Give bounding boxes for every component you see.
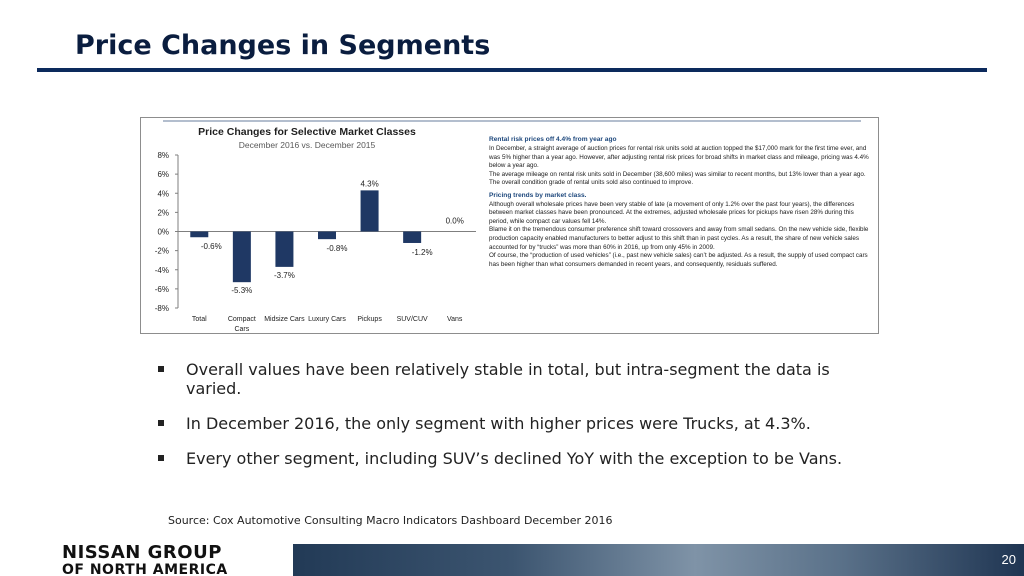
data-label: -5.3% [231, 286, 252, 295]
bullet-item: In December 2016, the only segment with … [158, 414, 868, 433]
x-tick-label: Midsize Cars [264, 316, 305, 323]
commentary-heading-pricing: Pricing trends by market class. [489, 191, 587, 199]
source-note: Source: Cox Automotive Consulting Macro … [168, 514, 613, 527]
commentary-paragraph: Although overall wholesale prices have b… [489, 200, 855, 225]
bullet-text: Overall values have been relatively stab… [186, 360, 830, 398]
bar-pickups [360, 190, 379, 232]
y-tick-label: 8% [157, 151, 169, 160]
bullet-text: In December 2016, the only segment with … [186, 414, 811, 433]
chart-subtitle: December 2016 vs. December 2015 [239, 140, 376, 150]
x-tick-label: Cars [234, 326, 249, 333]
page-number: 20 [1001, 552, 1016, 567]
data-label: 0.0% [446, 217, 464, 226]
bullet-list: Overall values have been relatively stab… [158, 360, 868, 484]
bar-compact-cars [232, 231, 251, 283]
y-tick-label: 2% [157, 208, 169, 217]
data-label: -0.8% [327, 244, 348, 253]
bar-chart: Price Changes for Selective Market Class… [155, 120, 861, 333]
title-divider [37, 68, 987, 72]
y-tick-label: -8% [155, 304, 169, 313]
logo-line-1: NISSAN GROUP [62, 542, 222, 563]
x-tick-label: Vans [447, 316, 463, 323]
square-bullet-icon [158, 420, 164, 426]
bullet-item: Overall values have been relatively stab… [158, 360, 868, 398]
data-label: -0.6% [201, 242, 222, 251]
company-logo: NISSAN GROUP OF NORTH AMERICA [62, 544, 228, 576]
bullet-item: Every other segment, including SUV’s dec… [158, 449, 868, 468]
square-bullet-icon [158, 455, 164, 461]
commentary-paragraph: Blame it on the tremendous consumer pref… [489, 226, 869, 251]
x-tick-label: Compact [228, 316, 256, 323]
y-tick-label: -6% [155, 285, 169, 294]
bar-luxury-cars [318, 231, 336, 240]
x-tick-label: Pickups [357, 316, 382, 323]
data-label: -1.2% [412, 248, 433, 257]
x-tick-label: SUV/CUV [397, 316, 428, 323]
chart-title: Price Changes for Selective Market Class… [198, 126, 416, 138]
footer-band: 20 [293, 544, 1024, 576]
square-bullet-icon [158, 366, 164, 372]
y-tick-label: -2% [155, 247, 169, 256]
data-label: 4.3% [360, 179, 378, 188]
bar-total [190, 231, 209, 238]
x-tick-label: Luxury Cars [308, 316, 346, 323]
x-tick-label: Total [192, 316, 207, 323]
y-tick-label: 6% [157, 170, 169, 179]
commentary-panel: Rental risk prices off 4.4% from year ag… [489, 136, 873, 269]
commentary-paragraph: The average mileage on rental risk units… [489, 170, 866, 187]
y-tick-label: 0% [157, 228, 169, 237]
commentary-heading-rental: Rental risk prices off 4.4% from year ag… [489, 136, 617, 143]
chart-panel: Price Changes for Selective Market Class… [140, 117, 879, 334]
data-label: -3.7% [274, 271, 295, 280]
y-tick-label: 4% [157, 189, 169, 198]
bar-suv-cuv [403, 231, 422, 243]
logo-line-2: OF NORTH AMERICA [62, 562, 228, 576]
slide-title: Price Changes in Segments [75, 30, 491, 61]
commentary-paragraph: Of course, the “production of used vehic… [489, 252, 868, 268]
bullet-text: Every other segment, including SUV’s dec… [186, 449, 843, 468]
y-tick-label: -4% [155, 266, 169, 275]
commentary-paragraph: In December, a straight average of aucti… [489, 144, 869, 170]
bar-midsize-cars [275, 231, 294, 267]
